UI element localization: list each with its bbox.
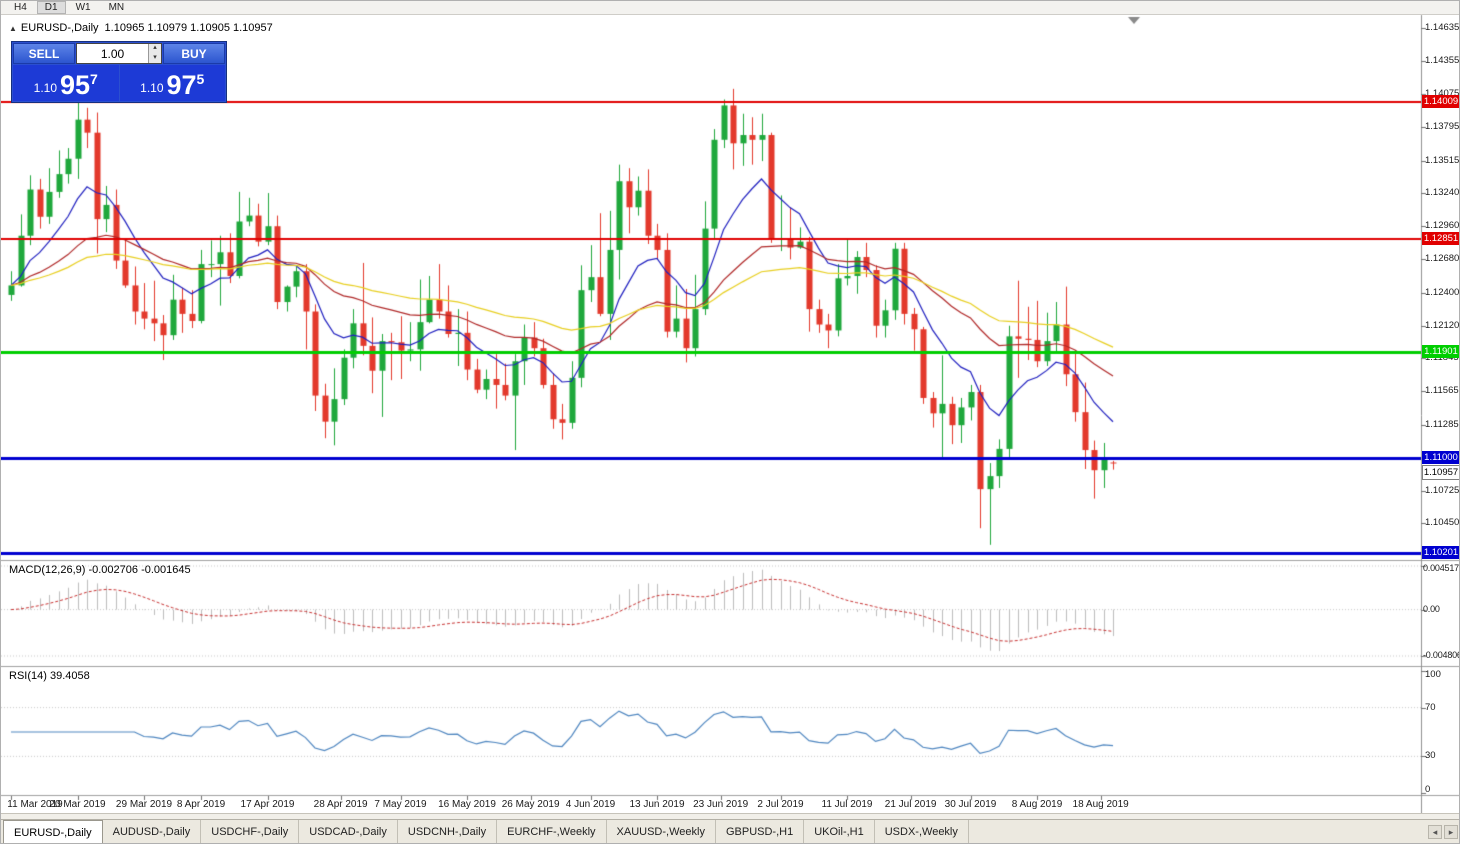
buy-price-big-digits: 97: [166, 70, 197, 100]
trade-panel-prices-row: 1.10 95 7 1.10 97 5: [13, 65, 225, 101]
sell-price-prefix: 1.10: [33, 81, 57, 95]
one-click-trading-panel: SELL 1.00 ▴ ▾ BUY 1.10 95 7 1.10 97 5: [11, 41, 227, 103]
chart-tab-usdcad[interactable]: USDCAD-,Daily: [299, 820, 398, 843]
chart-tabs: EURUSD-,Daily AUDUSD-,Daily USDCHF-,Daily U…: [3, 820, 969, 843]
buy-price-display[interactable]: 1.10 97 5: [119, 65, 225, 101]
chart-tab-usdchf[interactable]: USDCHF-,Daily: [201, 820, 300, 843]
chart-tab-eurusd[interactable]: EURUSD-,Daily: [3, 820, 103, 843]
chart-symbol-period: EURUSD-,Daily: [20, 22, 99, 34]
chart-tab-usdcnh[interactable]: USDCNH-,Daily: [398, 820, 498, 843]
timeframe-button-w1[interactable]: W1: [75, 2, 91, 13]
sell-price-display[interactable]: 1.10 95 7: [13, 65, 119, 101]
one-click-panel-toggle-icon[interactable]: ▲: [9, 24, 17, 33]
volume-input[interactable]: 1.00 ▴ ▾: [76, 43, 162, 64]
buy-price-prefix: 1.10: [140, 81, 164, 95]
timeframe-button-mn[interactable]: MN: [108, 2, 125, 13]
buy-button[interactable]: BUY: [163, 43, 225, 64]
tab-scroll-controls: ◂ ▸: [1428, 825, 1458, 839]
chart-title: ▲ EURUSD-,Daily 1.10965 1.10979 1.10905 1.…: [9, 22, 273, 34]
tab-scroll-left-button[interactable]: ◂: [1428, 825, 1442, 839]
volume-value[interactable]: 1.00: [100, 46, 125, 61]
chart-ohlc-values: 1.10965 1.10979 1.10905 1.10957: [104, 22, 273, 34]
sell-button[interactable]: SELL: [13, 43, 75, 64]
chart-tabbar: EURUSD-,Daily AUDUSD-,Daily USDCHF-,Daily U…: [1, 819, 1459, 843]
chart-tab-ukoil[interactable]: UKOil-,H1: [804, 820, 875, 843]
rsi-indicator-label: RSI(14) 39.4058: [9, 670, 90, 682]
timeframe-button-d1[interactable]: D1: [36, 1, 66, 14]
sell-price-big-digits: 95: [60, 70, 91, 100]
trade-panel-buttons-row: SELL 1.00 ▴ ▾ BUY: [13, 43, 225, 64]
timeframe-button-h4[interactable]: H4: [14, 2, 27, 13]
chart-tab-gbpusd[interactable]: GBPUSD-,H1: [716, 820, 805, 843]
volume-increase-button[interactable]: ▴: [149, 44, 161, 54]
macd-indicator-label: MACD(12,26,9) -0.002706 -0.001645: [9, 564, 191, 576]
chart-tab-audusd[interactable]: AUDUSD-,Daily: [103, 820, 202, 843]
sell-price-pip-digit: 7: [90, 71, 98, 87]
chart-tab-xauusd[interactable]: XAUUSD-,Weekly: [607, 820, 716, 843]
chart-tab-usdx[interactable]: USDX-,Weekly: [875, 820, 969, 843]
volume-decrease-button[interactable]: ▾: [149, 53, 161, 63]
buy-price-pip-digit: 5: [196, 71, 205, 87]
chart-tab-eurchf[interactable]: EURCHF-,Weekly: [497, 820, 607, 843]
timeframe-toolbar: H4 D1 W1 MN: [1, 1, 1459, 15]
bottom-scroll-strip[interactable]: [1, 813, 1459, 819]
tab-scroll-right-button[interactable]: ▸: [1444, 825, 1458, 839]
volume-spinner: ▴ ▾: [148, 44, 161, 63]
